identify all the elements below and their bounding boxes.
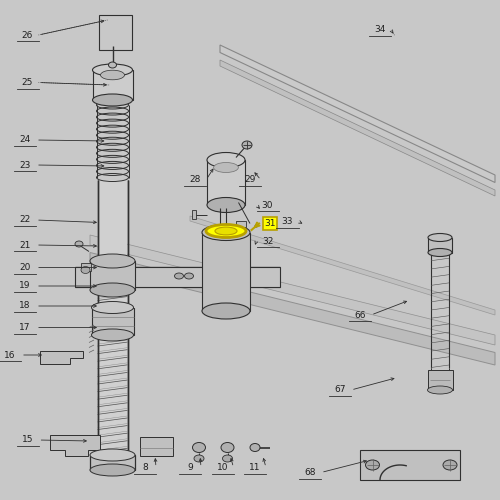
Ellipse shape bbox=[81, 266, 90, 274]
Ellipse shape bbox=[92, 64, 132, 76]
Ellipse shape bbox=[90, 464, 135, 476]
Ellipse shape bbox=[90, 283, 135, 297]
Text: 67: 67 bbox=[334, 386, 346, 394]
Polygon shape bbox=[220, 45, 495, 182]
Text: 34: 34 bbox=[374, 26, 386, 35]
Bar bbox=[98, 180, 127, 468]
Text: 18: 18 bbox=[19, 302, 31, 310]
Text: 24: 24 bbox=[20, 136, 30, 144]
Bar bbox=[140, 437, 172, 456]
Polygon shape bbox=[90, 252, 495, 365]
Ellipse shape bbox=[206, 224, 246, 237]
Polygon shape bbox=[90, 235, 495, 345]
Ellipse shape bbox=[90, 254, 135, 268]
Ellipse shape bbox=[221, 442, 234, 452]
Bar bbox=[360, 450, 460, 480]
Ellipse shape bbox=[75, 241, 83, 247]
Text: 19: 19 bbox=[19, 282, 31, 290]
Ellipse shape bbox=[207, 152, 245, 168]
Ellipse shape bbox=[194, 455, 204, 462]
Ellipse shape bbox=[428, 248, 452, 256]
Text: 16: 16 bbox=[4, 350, 16, 360]
Bar bbox=[428, 370, 452, 390]
Text: 11: 11 bbox=[249, 463, 261, 472]
Ellipse shape bbox=[108, 62, 116, 68]
Ellipse shape bbox=[215, 227, 237, 235]
Ellipse shape bbox=[207, 198, 245, 212]
Ellipse shape bbox=[443, 460, 457, 470]
Bar bbox=[90, 261, 135, 290]
Text: 17: 17 bbox=[19, 323, 31, 332]
Text: 10: 10 bbox=[217, 463, 228, 472]
Text: 29: 29 bbox=[244, 176, 256, 184]
Text: 20: 20 bbox=[20, 263, 30, 272]
Text: 28: 28 bbox=[190, 176, 200, 184]
Bar bbox=[92, 70, 132, 100]
Text: 32: 32 bbox=[262, 236, 273, 246]
Ellipse shape bbox=[184, 273, 194, 279]
Bar bbox=[98, 15, 132, 50]
Ellipse shape bbox=[366, 460, 380, 470]
Ellipse shape bbox=[250, 444, 260, 452]
Text: 21: 21 bbox=[20, 240, 30, 250]
Text: 22: 22 bbox=[20, 216, 30, 224]
Bar bbox=[92, 308, 134, 335]
Ellipse shape bbox=[90, 449, 135, 461]
Text: 68: 68 bbox=[304, 468, 316, 477]
Text: 30: 30 bbox=[262, 200, 273, 209]
Text: 66: 66 bbox=[354, 310, 366, 320]
Bar bbox=[207, 160, 245, 205]
Ellipse shape bbox=[92, 329, 134, 341]
Bar bbox=[90, 455, 135, 470]
Text: 9: 9 bbox=[187, 463, 193, 472]
Bar bbox=[80, 263, 90, 271]
Bar bbox=[428, 238, 452, 252]
Ellipse shape bbox=[222, 455, 232, 462]
Polygon shape bbox=[50, 435, 100, 456]
Ellipse shape bbox=[202, 224, 250, 240]
Text: 33: 33 bbox=[282, 217, 293, 226]
Bar bbox=[75, 266, 280, 286]
Text: 8: 8 bbox=[142, 463, 148, 472]
Ellipse shape bbox=[192, 442, 205, 452]
Ellipse shape bbox=[209, 227, 243, 238]
Ellipse shape bbox=[214, 162, 238, 172]
Text: 15: 15 bbox=[22, 436, 33, 444]
Ellipse shape bbox=[428, 234, 452, 241]
Text: 25: 25 bbox=[22, 78, 33, 87]
Text: 23: 23 bbox=[20, 160, 30, 170]
Ellipse shape bbox=[242, 141, 252, 149]
Polygon shape bbox=[220, 60, 495, 196]
Bar bbox=[192, 210, 196, 219]
Ellipse shape bbox=[100, 70, 124, 80]
Ellipse shape bbox=[174, 273, 184, 279]
Text: 31: 31 bbox=[264, 219, 276, 228]
Ellipse shape bbox=[92, 302, 134, 314]
Bar bbox=[202, 232, 250, 311]
Polygon shape bbox=[40, 351, 82, 364]
Bar bbox=[236, 221, 246, 227]
Polygon shape bbox=[190, 216, 495, 315]
Ellipse shape bbox=[92, 94, 132, 106]
Text: 26: 26 bbox=[22, 30, 33, 40]
Ellipse shape bbox=[202, 303, 250, 319]
Ellipse shape bbox=[428, 386, 452, 394]
